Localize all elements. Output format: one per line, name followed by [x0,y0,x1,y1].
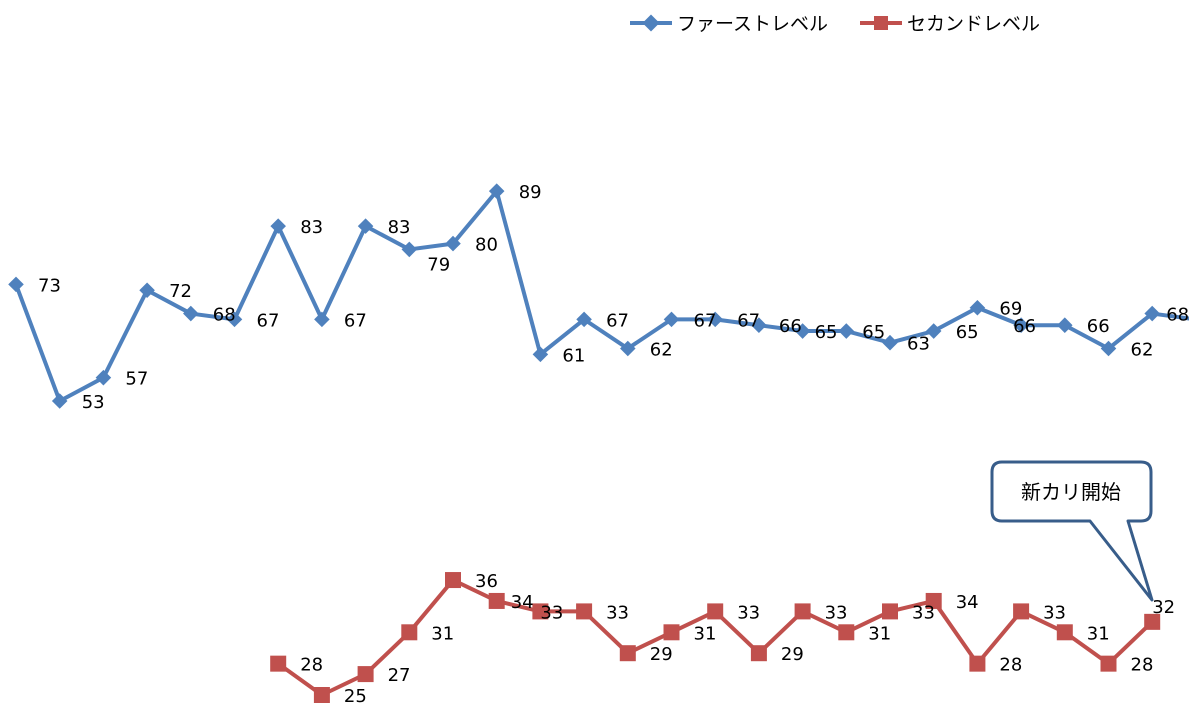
series-2-point [794,603,811,620]
series-2-data-label: 36 [475,571,498,592]
series-1-point [1144,305,1160,322]
series-1-data-label: 80 [475,235,498,256]
series-1-data-label: 66 [1087,316,1110,337]
callout-bubble [990,460,1154,602]
series-2-point [925,592,942,609]
series-1-data-label: 53 [82,392,105,413]
series-2-data-label: 25 [344,686,367,707]
legend-label-first: ファーストレベル [677,13,828,35]
legend-marker-first [642,14,660,32]
series-1-data-label: 66 [779,316,802,337]
series-1-point [838,323,855,339]
series-1-point [226,311,243,328]
series-2-point [576,603,593,620]
series-2-point [445,572,461,589]
series-2-point [1013,603,1030,620]
series-2-point [1100,655,1117,672]
series-layer [8,183,1189,703]
series-2-data-label: 29 [781,644,804,665]
series-2-point [270,655,287,672]
series-1-data-label: 63 [907,334,930,355]
series-2-data-label: 31 [868,623,891,644]
series-1-point [95,369,112,386]
series-2-point [532,603,549,620]
series-1-point [357,218,374,234]
series-2-data-label: 32 [1152,597,1175,618]
series-2-point [1144,613,1161,630]
legend: ファーストレベル セカンドレベル [630,13,1040,35]
series-2-data-label: 27 [388,665,411,686]
series-2-point [663,624,680,641]
series-2-point [401,624,418,641]
series-1-data-label: 62 [1131,340,1154,361]
series-1-data-label: 83 [300,217,323,238]
series-2-data-label: 34 [511,592,534,613]
series-1-data-label: 65 [862,322,885,343]
annotation-callout: 新カリ開始 [990,460,1154,602]
series-2-data-label: 33 [912,602,935,623]
series-1-point [139,282,155,299]
series-2-point [707,603,724,620]
series-1-data-label: 67 [737,310,760,331]
series-1-data-label: 73 [38,275,61,296]
series-1-point [8,276,24,293]
series-1-data-label: 65 [815,322,838,343]
series-2-data-label: 33 [540,602,563,623]
series-2-point [750,645,767,662]
series-1-data-label: 83 [388,217,411,238]
series-1-point [488,183,505,199]
series-1-data-label: 68 [1166,305,1189,326]
series-2-data-label: 31 [431,623,454,644]
series-2-point [357,666,374,683]
series-2-point [313,687,330,703]
series-2-data-label: 28 [300,655,323,676]
series-1-data-label: 79 [427,254,450,275]
series-1-point [445,235,461,252]
series-1-data-label: 69 [999,299,1022,320]
series-2-data-label: 28 [999,655,1022,676]
series-1-data-label: 68 [213,305,236,326]
series-1-point [969,299,986,316]
series-2-data-label: 33 [825,602,848,623]
series-1-point [1100,340,1117,357]
series-2-point [488,592,505,609]
series-1-point [314,311,330,328]
series-1-data-label: 67 [694,310,717,331]
series-1-data-label: 67 [344,310,367,331]
series-1-data-label: 61 [562,345,585,366]
series-2-point [969,655,986,672]
series-1-data-label: 67 [257,310,280,331]
series-2-data-label: 31 [1087,623,1110,644]
series-1-data-label: 66 [1013,316,1036,337]
series-2-data-label: 28 [1131,655,1154,676]
series-1-point [1057,317,1073,333]
series-1-point [270,218,286,234]
data-label-layer: 73 53 57 72 68 67 83 67 83 79 80 89 61 67 62 67 67 66 65 65… [38,182,1189,707]
series-1-data-label: 65 [956,322,979,343]
series-2-data-label: 31 [694,623,717,644]
series-1-data-label: 62 [650,340,673,361]
series-2-data-label: 34 [956,592,979,613]
series-2-data-label: 29 [650,644,673,665]
series-line-1 [14,189,1189,403]
series-2-point [619,645,636,662]
series-1-data-label: 67 [606,310,629,331]
series-2-data-label: 33 [737,602,760,623]
legend-marker-second [874,16,888,30]
series-2-point [838,624,855,641]
series-1-data-label: 72 [169,281,192,302]
series-2-data-label: 33 [606,602,629,623]
series-1-data-label: 89 [519,182,542,203]
series-1-point [401,241,418,258]
series-2-point [882,603,898,620]
callout-text: 新カリ開始 [1021,480,1121,504]
series-1-point [183,305,199,322]
series-1-point [51,393,68,409]
series-2-data-label: 33 [1043,602,1066,623]
series-1-data-label: 57 [125,369,148,390]
legend-label-second: セカンドレベル [907,13,1040,35]
series-2-point [1056,624,1073,641]
